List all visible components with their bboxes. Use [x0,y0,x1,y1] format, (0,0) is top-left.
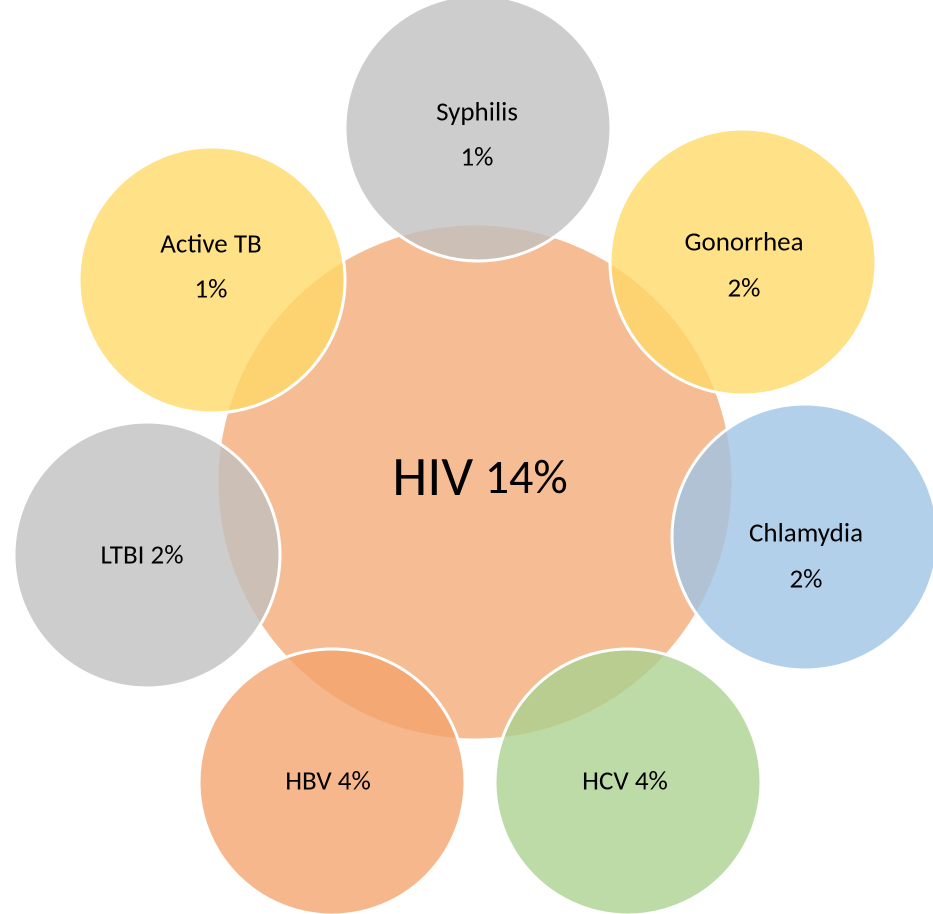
node-circle [608,127,878,397]
node-label: 2% [790,562,823,595]
node-label: LTBI 2% [100,538,183,571]
node-circle [12,420,282,690]
node-label: Active TB [160,227,261,260]
node-label: Chlamydia [749,516,863,549]
node-circle [343,0,613,263]
node-label: 1% [461,140,494,173]
node-label: Gonorrhea [684,225,803,258]
node-circle [77,145,347,415]
node-label: HBV 4% [285,764,371,797]
node-circle [197,647,467,914]
node-label: HCV 4% [582,764,668,797]
node-label: 1% [195,272,228,305]
node-circle [493,647,763,914]
node-label: Syphilis [436,95,518,128]
center-name: HIV [392,443,473,511]
center-value: 14% [485,447,568,506]
node-circle [670,402,933,672]
center-label: HIV 14% [392,443,567,511]
node-label: 2% [728,271,761,304]
